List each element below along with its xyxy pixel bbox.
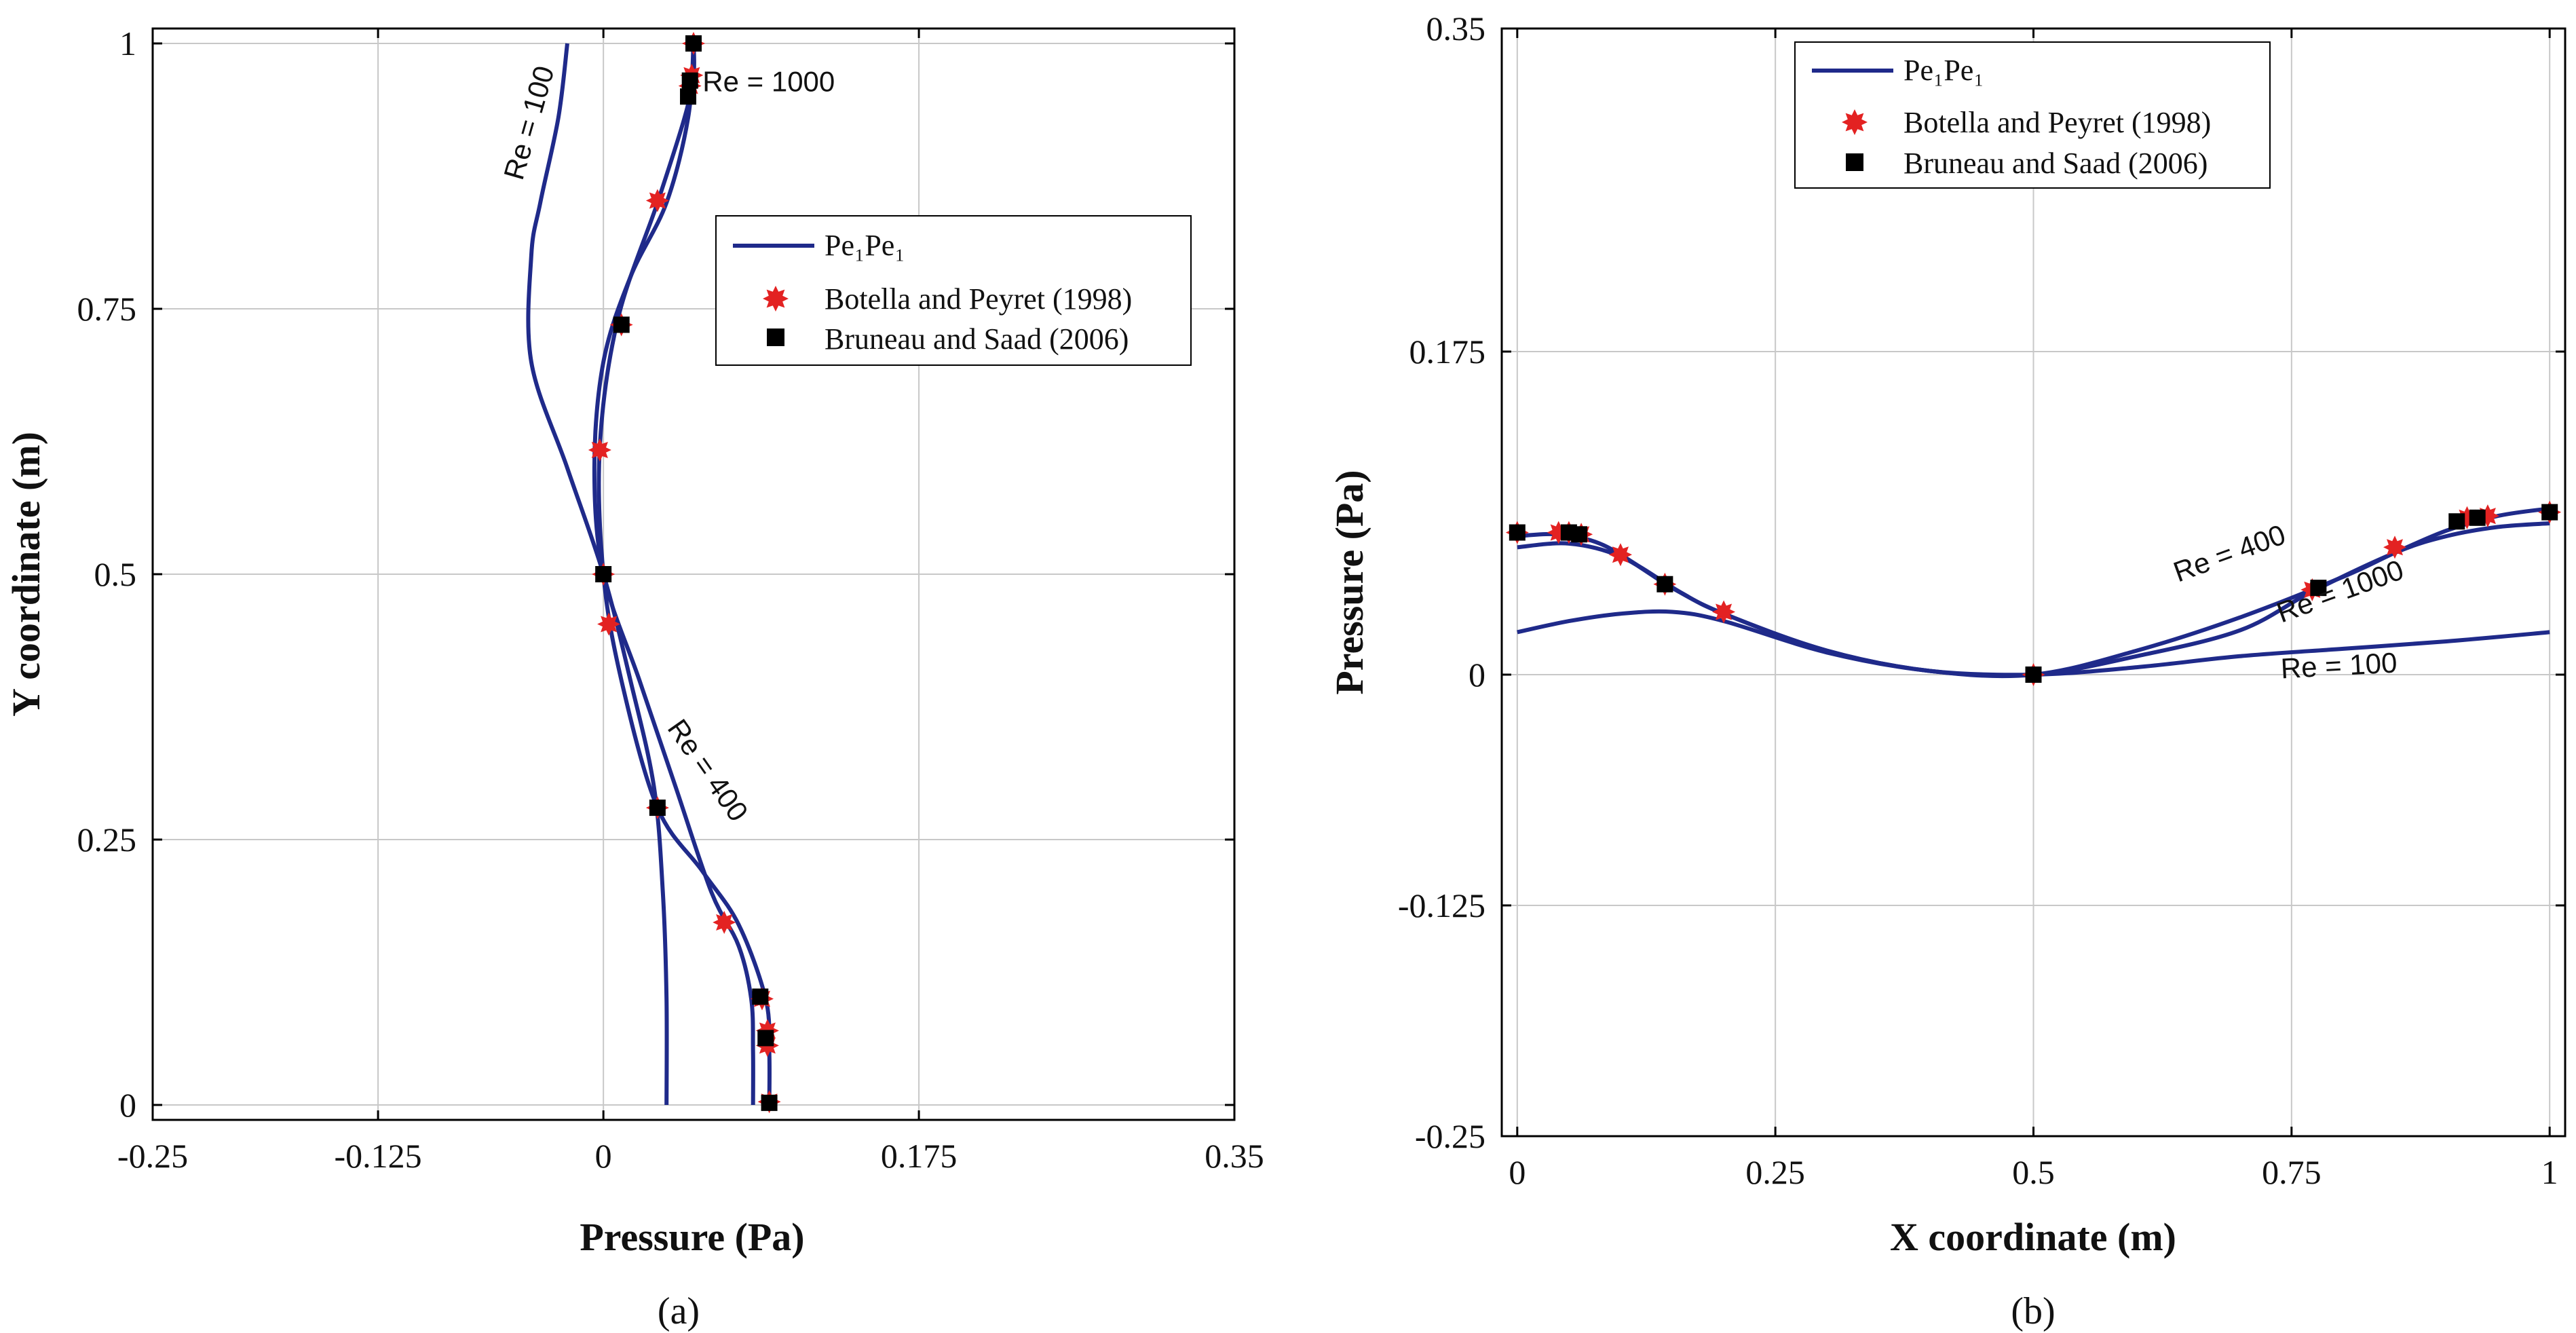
chart-a-series-100: [526, 43, 669, 1106]
chart-a-marker-botella: [597, 612, 621, 636]
chart-b-ytick-label: 0: [1469, 656, 1485, 694]
chart-a-annotation: Re = 400: [662, 713, 755, 827]
chart-b-xtick-label: 0: [1509, 1153, 1526, 1191]
chart-a-marker-bruneau: [680, 88, 697, 105]
chart-a-annotation: Re = 1000: [702, 65, 835, 97]
chart-b-annotation: Re = 1000: [2273, 553, 2408, 628]
chart-b-marker-botella: [2383, 536, 2406, 559]
chart-b-ytick-label: 0.175: [1409, 333, 1486, 371]
chart-a-marker-bruneau: [752, 988, 769, 1005]
chart-a-marker-botella: [645, 189, 669, 212]
chart-a-marker-bruneau: [613, 316, 630, 333]
chart-a: -0.25 -0.125 0 0.175 0.35 0 0.25 0.5 0.75 1 Re = …: [4, 24, 1264, 1332]
chart-a-legend: Pe₁Pe₁ Botella and Peyret (1998) Bruneau…: [715, 215, 1192, 366]
chart-b-xtick-label: 0.5: [2012, 1153, 2055, 1191]
chart-b-marker-bruneau: [2541, 504, 2558, 521]
chart-a-marker-bruneau: [685, 35, 702, 52]
chart-b-legend-botella-star: [1842, 109, 1868, 135]
chart-b-annotation: Re = 400: [2169, 519, 2289, 588]
chart-b-marker-bruneau: [1571, 526, 1588, 543]
chart-b-ticks: 0 0.25 0.5 0.75 1 -0.25 -0.125 0 0.175 0.35: [1398, 10, 2565, 1191]
chart-a-marker-bruneau: [595, 566, 612, 582]
chart-a-ytick-label: 0.25: [77, 821, 137, 859]
chart-b-xlabel: X coordinate (m): [1890, 1215, 2176, 1259]
chart-a-marker-bruneau: [649, 800, 666, 816]
chart-b-ytick-label: -0.25: [1415, 1117, 1485, 1155]
chart-a-legend-bruneau-swatch: [767, 328, 784, 346]
chart-b-marker-bruneau: [2310, 580, 2327, 597]
chart-b-legend: Pe₁Pe₁ Botella and Peyret (1998) Bruneau…: [1794, 41, 2271, 189]
chart-a-series: [526, 43, 772, 1106]
chart-b-legend-box: [1794, 41, 2271, 189]
chart-b-marker-bruneau: [1509, 524, 1526, 541]
chart-a-xtick-label: 0: [595, 1137, 612, 1175]
chart-a-markers: [588, 32, 781, 1114]
chart-b-legend-label-bruneau: Bruneau and Saad (2006): [1903, 147, 2208, 180]
chart-a-xtick-label: -0.25: [117, 1137, 188, 1175]
chart-a-legend-box: [715, 215, 1192, 366]
chart-a-grid: [152, 29, 1235, 1120]
chart-a-marker-botella: [713, 911, 736, 934]
chart-b-marker-bruneau: [2469, 509, 2486, 526]
chart-b-marker-botella: [1712, 600, 1736, 624]
chart-a-legend-botella-star: [763, 286, 789, 312]
chart-a-marker-bruneau: [681, 72, 698, 89]
chart-b-xtick-label: 1: [2541, 1153, 2558, 1191]
chart-b-legend-bruneau-swatch: [1846, 153, 1863, 171]
chart-b-marker-bruneau: [1656, 576, 1673, 593]
chart-a-ytick-label: 0: [119, 1086, 136, 1124]
chart-a-xtick-label: 0.35: [1205, 1137, 1264, 1175]
chart-a-annotation: Re = 100: [497, 62, 560, 183]
chart-b: 0 0.25 0.5 0.75 1 -0.25 -0.125 0 0.175 0.35 Re = …: [1327, 10, 2566, 1332]
chart-b-xtick-label: 0.75: [2262, 1153, 2322, 1191]
chart-b-legend-label-botella: Botella and Peyret (1998): [1903, 106, 2211, 139]
chart-a-marker-bruneau: [757, 1030, 774, 1047]
chart-b-caption: (b): [2011, 1290, 2055, 1332]
chart-a-ylabel: Y coordinate (m): [4, 432, 48, 717]
chart-a-legend-label-bruneau: Bruneau and Saad (2006): [825, 322, 1129, 356]
chart-b-ylabel: Pressure (Pa): [1327, 470, 1371, 694]
chart-a-ticks: -0.25 -0.125 0 0.175 0.35 0 0.25 0.5 0.75 1: [77, 24, 1264, 1175]
chart-a-series-1000: [596, 43, 772, 1106]
chart-b-ytick-label: 0.35: [1426, 10, 1486, 48]
chart-a-marker-botella: [588, 438, 611, 462]
chart-a-xlabel: Pressure (Pa): [580, 1215, 804, 1259]
chart-a-xtick-label: -0.125: [335, 1137, 422, 1175]
chart-a-ytick-label: 0.75: [77, 290, 137, 328]
chart-b-legend-botella-swatch: [1842, 109, 1868, 135]
chart-a-marker-bruneau: [761, 1094, 778, 1111]
chart-b-marker-botella: [1609, 543, 1632, 567]
chart-a-ytick-label: 1: [119, 24, 136, 62]
chart-b-annotation: Re = 100: [2280, 647, 2398, 685]
chart-a-ytick-label: 0.5: [94, 555, 137, 593]
chart-a-legend-label-botella: Botella and Peyret (1998): [825, 282, 1132, 316]
chart-b-legend-label-pe: Pe₁Pe₁: [1903, 54, 1984, 87]
chart-a-xtick-label: 0.175: [881, 1137, 958, 1175]
chart-a-legend-botella-swatch: [763, 286, 789, 312]
chart-b-marker-bruneau: [2025, 666, 2042, 683]
chart-b-ytick-label: -0.125: [1398, 886, 1485, 924]
chart-b-marker-bruneau: [2448, 513, 2465, 530]
chart-a-legend-label-pe: Pe₁Pe₁: [825, 229, 905, 262]
chart-b-xtick-label: 0.25: [1745, 1153, 1805, 1191]
chart-a-caption: (a): [658, 1290, 700, 1332]
chart-b-markers: [1505, 500, 2562, 686]
